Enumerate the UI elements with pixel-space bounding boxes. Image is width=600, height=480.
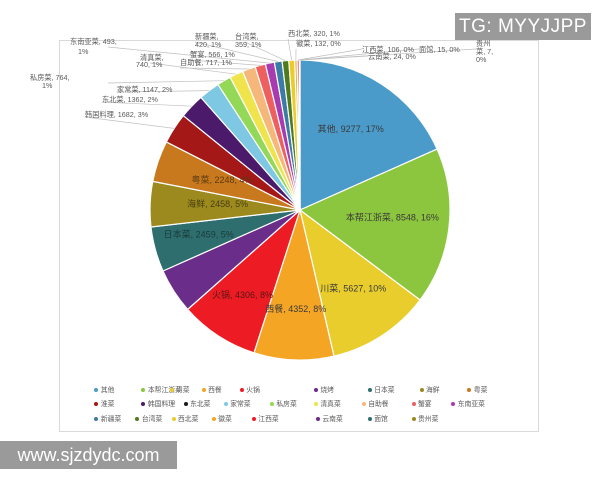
- svg-text:1%: 1%: [42, 81, 53, 90]
- svg-text:东北菜, 1362, 2%: 东北菜, 1362, 2%: [102, 95, 159, 104]
- svg-text:其他, 9277, 17%: 其他, 9277, 17%: [318, 123, 384, 134]
- svg-text:西餐, 4352, 8%: 西餐, 4352, 8%: [265, 303, 326, 314]
- svg-text:本帮江浙菜, 8548, 16%: 本帮江浙菜, 8548, 16%: [346, 211, 439, 222]
- svg-text:韩国料理, 1682, 3%: 韩国料理, 1682, 3%: [85, 110, 149, 119]
- svg-text:云南菜, 24, 0%: 云南菜, 24, 0%: [368, 52, 417, 61]
- svg-text:海鲜, 2458, 5%: 海鲜, 2458, 5%: [187, 198, 248, 209]
- svg-text:火锅, 4306, 8%: 火锅, 4306, 8%: [212, 290, 273, 300]
- svg-text:0%: 0%: [476, 55, 487, 64]
- svg-text:家常菜, 1147, 2%: 家常菜, 1147, 2%: [117, 85, 173, 94]
- svg-text:日本菜, 2459, 5%: 日本菜, 2459, 5%: [164, 229, 234, 240]
- svg-text:420, 1%: 420, 1%: [195, 40, 222, 49]
- svg-text:740, 1%: 740, 1%: [136, 60, 163, 69]
- svg-text:川菜, 5627, 10%: 川菜, 5627, 10%: [320, 283, 386, 294]
- svg-text:东南亚菜, 493,: 东南亚菜, 493,: [70, 37, 117, 46]
- svg-text:1%: 1%: [78, 47, 89, 56]
- svg-text:自助餐, 717, 1%: 自助餐, 717, 1%: [180, 58, 233, 67]
- svg-text:粤菜, 2248, 4%: 粤菜, 2248, 4%: [191, 174, 252, 185]
- svg-text:西北菜, 320, 1%: 西北菜, 320, 1%: [288, 29, 341, 38]
- svg-text:徽菜, 132, 0%: 徽菜, 132, 0%: [296, 39, 341, 48]
- svg-text:359, 1%: 359, 1%: [235, 40, 262, 49]
- svg-text:面馆, 15, 0%: 面馆, 15, 0%: [419, 45, 460, 54]
